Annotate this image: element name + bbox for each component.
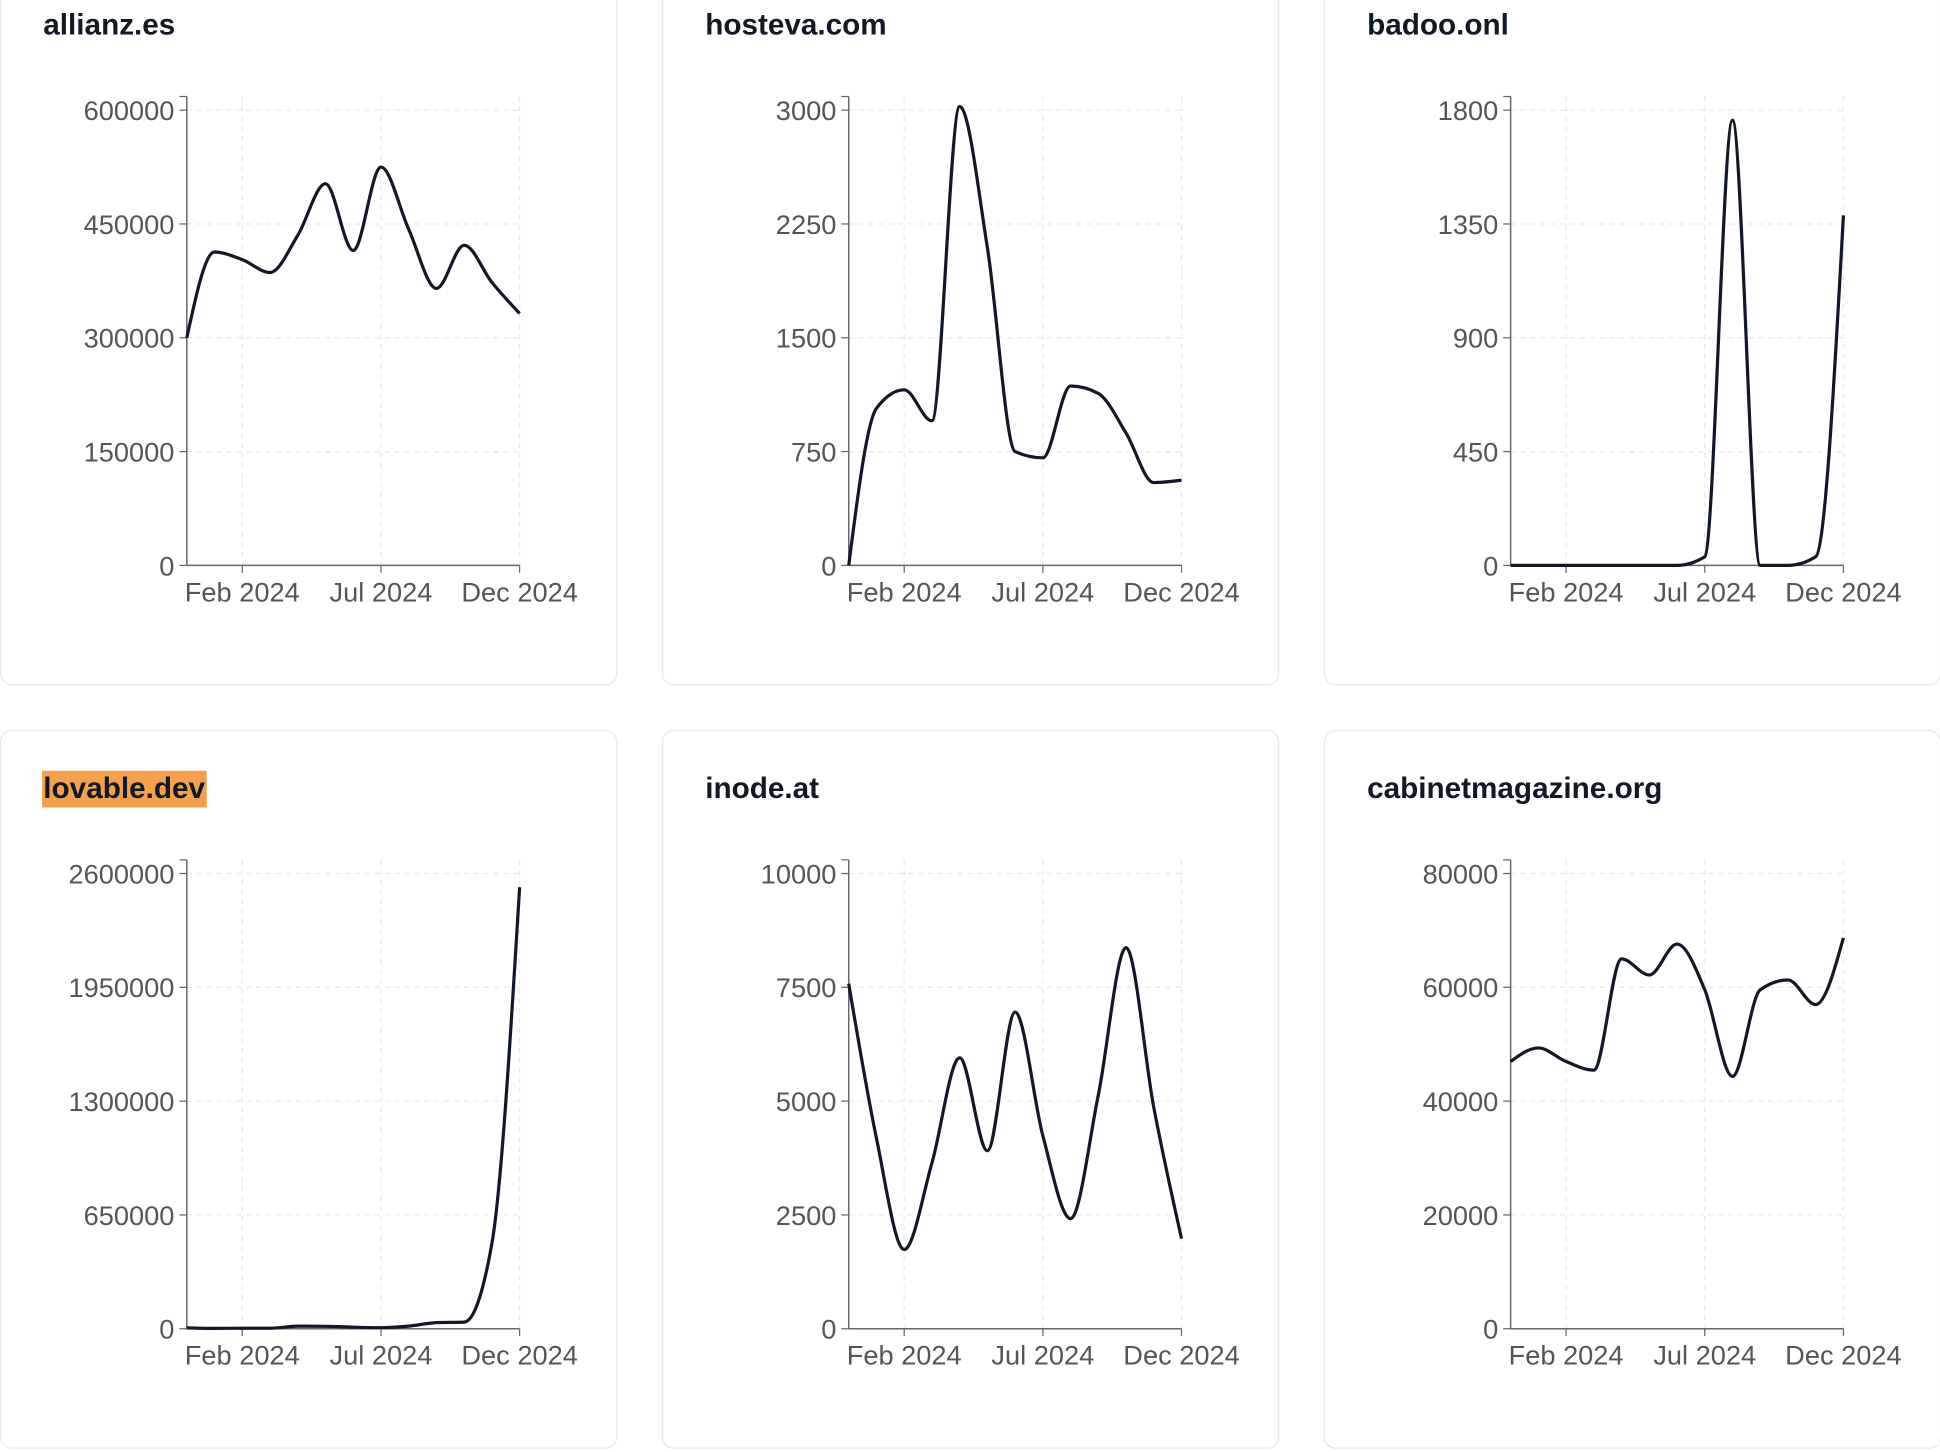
x-tick-label: Dec 2024 (461, 576, 577, 607)
x-tick-label: Dec 2024 (1785, 1340, 1901, 1371)
y-tick-label: 750 (791, 436, 836, 467)
line-series (185, 165, 521, 339)
y-tick-label: 0 (159, 550, 174, 581)
chart-card: allianz.es 0 150000 300000 450000 600000 Feb 2… (0, 0, 618, 686)
card-background (1323, 0, 1940, 686)
card-background (0, 0, 618, 686)
x-tick-label: Jul 2024 (330, 1340, 433, 1371)
x-tick-label: Jul 2024 (991, 1340, 1094, 1371)
y-tick-label: 1500 (776, 323, 837, 354)
line-series (1510, 118, 1846, 568)
line-series (186, 887, 522, 1331)
y-tick-label: 0 (821, 550, 836, 581)
chart-title: badoo.onl (1367, 9, 1509, 42)
y-tick-label: 40000 (1423, 1086, 1499, 1117)
chart-card: lovable.dev 0 650000 1300000 1950000 2600000 F… (0, 729, 618, 1449)
y-tick-label: 1350 (1438, 209, 1499, 240)
y-tick-label: 1800 (1438, 95, 1499, 126)
y-tick-label: 1300000 (69, 1086, 175, 1117)
x-tick-label: Dec 2024 (1123, 576, 1239, 607)
y-tick-label: 650000 (84, 1200, 175, 1231)
card-background (1323, 729, 1940, 1449)
chart-card: inode.at 0 2500 5000 7500 10000 Feb 2024 Jul 20… (661, 729, 1280, 1449)
card-background (661, 0, 1280, 686)
line-series (847, 104, 1182, 566)
y-tick-label: 600000 (84, 95, 175, 126)
x-tick-label: Jul 2024 (1653, 1340, 1756, 1371)
x-tick-label: Dec 2024 (461, 1340, 577, 1371)
x-tick-label: Feb 2024 (185, 1340, 300, 1371)
title-highlight (42, 770, 207, 808)
x-tick-label: Dec 2024 (1785, 576, 1901, 607)
card-background (0, 729, 618, 1449)
y-tick-label: 7500 (776, 972, 837, 1003)
chart-card: hosteva.com 0 750 1500 2250 3000 Feb 2024 Jul 2… (661, 0, 1280, 686)
chart-title: hosteva.com (705, 9, 886, 42)
y-tick-label: 450 (1453, 436, 1498, 467)
chart-title: allianz.es (43, 9, 175, 42)
y-tick-label: 1950000 (69, 972, 175, 1003)
chart-title: cabinetmagazine.org (1367, 772, 1662, 805)
chart-title: lovable.dev (43, 772, 205, 805)
chart-card: badoo.onl 0 450 900 1350 1800 Feb 2024 Jul 2024… (1323, 0, 1940, 686)
x-tick-label: Feb 2024 (185, 576, 300, 607)
y-tick-label: 2250 (776, 209, 837, 240)
chart-card: cabinetmagazine.org 0 20000 40000 60000 80000… (1323, 729, 1940, 1449)
x-tick-label: Feb 2024 (1509, 576, 1624, 607)
x-tick-label: Feb 2024 (847, 1340, 962, 1371)
x-tick-label: Jul 2024 (330, 576, 433, 607)
y-tick-label: 0 (159, 1314, 174, 1345)
line-series (1509, 937, 1845, 1078)
y-tick-label: 2600000 (69, 858, 175, 889)
y-tick-label: 60000 (1423, 972, 1499, 1003)
y-tick-label: 150000 (84, 436, 175, 467)
y-tick-label: 3000 (776, 95, 837, 126)
line-series (847, 946, 1184, 1252)
y-tick-label: 0 (1483, 1314, 1498, 1345)
y-tick-label: 80000 (1423, 858, 1499, 889)
y-tick-label: 450000 (84, 209, 175, 240)
y-tick-label: 2500 (776, 1200, 837, 1231)
y-tick-label: 20000 (1423, 1200, 1499, 1231)
x-tick-label: Dec 2024 (1123, 1340, 1239, 1371)
y-tick-label: 300000 (84, 323, 175, 354)
x-tick-label: Feb 2024 (847, 576, 962, 607)
y-tick-label: 0 (821, 1314, 836, 1345)
y-tick-label: 5000 (776, 1086, 837, 1117)
chart-title: inode.at (705, 772, 819, 805)
x-tick-label: Jul 2024 (1653, 576, 1756, 607)
x-tick-label: Feb 2024 (1509, 1340, 1624, 1371)
x-tick-label: Jul 2024 (991, 576, 1094, 607)
y-tick-label: 0 (1483, 550, 1498, 581)
y-tick-label: 900 (1453, 323, 1498, 354)
y-tick-label: 10000 (761, 858, 837, 889)
